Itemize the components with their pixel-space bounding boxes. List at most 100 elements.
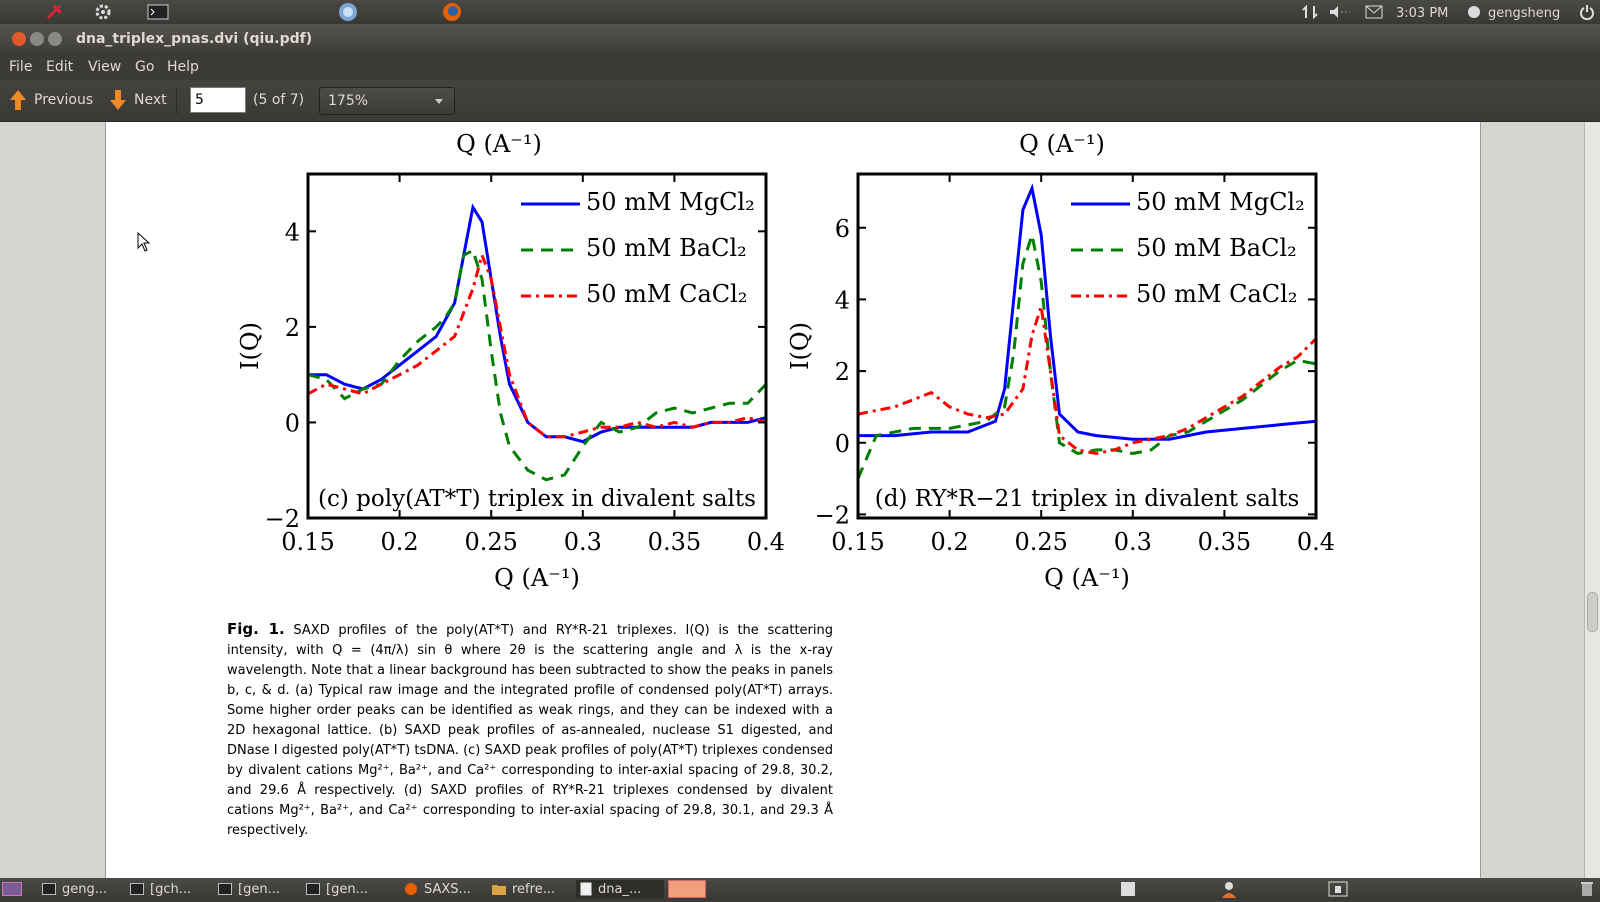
y-tick-label: 0 <box>835 430 850 458</box>
user-name[interactable]: gengsheng <box>1488 5 1561 21</box>
task-document-viewer[interactable]: dna_... <box>576 880 664 898</box>
terminal-icon <box>130 883 144 895</box>
y-axis-label: I(Q) <box>236 322 264 370</box>
document-view[interactable]: Q (A⁻¹) Q (A⁻¹) 0.15 0.2 0.25 0.3 0.35 0.4 −2 0… <box>0 122 1584 878</box>
x-tick-label: 0.3 <box>1114 528 1152 556</box>
x-axis-label: Q (A⁻¹) <box>494 564 580 592</box>
task-folder[interactable]: refre... <box>488 880 555 898</box>
clock[interactable]: 3:03 PM <box>1396 5 1449 21</box>
panel-annotation: (c) poly(AT*T) triplex in divalent salts <box>318 486 756 512</box>
figure-svg: Q (A⁻¹) Q (A⁻¹) 0.15 0.2 0.25 0.3 0.35 0.4−20… <box>236 130 1335 592</box>
series-line-2 <box>307 250 767 439</box>
task-terminal-2[interactable]: [gch... <box>126 880 191 898</box>
notes-icon[interactable] <box>1120 881 1138 901</box>
user-status-icon[interactable] <box>1220 880 1238 902</box>
mail-icon[interactable] <box>1364 3 1384 21</box>
previous-label: Previous <box>34 92 94 108</box>
x-tick-label: 0.25 <box>464 528 517 556</box>
browser-icon[interactable] <box>336 3 360 21</box>
user-icon <box>1466 3 1482 21</box>
settings-gear-icon[interactable] <box>92 3 114 21</box>
system-tools-icon[interactable] <box>44 3 66 21</box>
series-line-1 <box>856 234 1317 480</box>
toolbar: Previous Next (5 of 7) 175% <box>0 80 1600 122</box>
zoom-value: 175% <box>328 93 369 109</box>
x-tick-label: 0.15 <box>281 528 334 556</box>
figure-caption: Fig. 1. SAXD profiles of the poly(AT*T) … <box>227 619 833 841</box>
mouse-pointer-icon <box>137 232 151 252</box>
arrow-down-icon <box>110 90 126 110</box>
x-tick-label: 0.35 <box>648 528 701 556</box>
network-icon[interactable] <box>1300 3 1320 21</box>
next-label: Next <box>134 92 167 108</box>
menu-view[interactable]: View <box>88 59 122 75</box>
zoom-select[interactable]: 175% <box>319 87 455 115</box>
legend-entry: 50 mM CaCl₂ <box>586 280 747 308</box>
legend-entry: 50 mM BaCl₂ <box>1136 234 1297 262</box>
terminal-icon <box>306 883 320 895</box>
menu-help[interactable]: Help <box>167 59 199 75</box>
vertical-scrollbar[interactable] <box>1584 122 1600 878</box>
trash-icon[interactable] <box>1580 881 1594 901</box>
volume-icon[interactable] <box>1328 3 1352 21</box>
y-tick-label: 4 <box>835 286 850 314</box>
minimize-window-button[interactable] <box>30 32 44 46</box>
y-tick-label: 0 <box>285 409 300 437</box>
legend-entry: 50 mM CaCl₂ <box>1136 280 1297 308</box>
y-tick-label: −2 <box>815 501 850 529</box>
x-tick-label: 0.4 <box>747 528 785 556</box>
x-tick-label: 0.35 <box>1198 528 1251 556</box>
task-terminal-3[interactable]: [gen... <box>214 880 280 898</box>
page-number-input[interactable] <box>190 87 246 113</box>
y-tick-label: −2 <box>265 505 300 533</box>
y-tick-label: 4 <box>285 218 300 246</box>
maximize-window-button[interactable] <box>48 32 62 46</box>
terminal-icon <box>42 883 56 895</box>
menu-go[interactable]: Go <box>135 59 155 75</box>
terminal-icon <box>218 883 232 895</box>
menu-bar: File Edit View Go Help <box>0 54 1600 80</box>
terminal-icon[interactable] <box>146 3 170 21</box>
page-count: (5 of 7) <box>253 92 305 108</box>
x-tick-label: 0.25 <box>1014 528 1067 556</box>
scrollbar-thumb[interactable] <box>1587 592 1598 632</box>
window-titlebar: dna_triplex_pnas.dvi (qiu.pdf) <box>0 24 1600 54</box>
show-desktop-icon[interactable] <box>2 882 22 896</box>
x-tick-label: 0.4 <box>1297 528 1335 556</box>
top-xlabel-right: Q (A⁻¹) <box>1019 130 1105 158</box>
panel-annotation: (d) RY*R−21 triplex in divalent salts <box>875 486 1300 512</box>
chart-panel-d: 0.15 0.2 0.25 0.3 0.35 0.4 −2 0 2 4 6 Q (A⁻¹) I(Q) 50… <box>786 172 1335 592</box>
series-line-1 <box>307 248 768 482</box>
top-xlabel-left: Q (A⁻¹) <box>456 130 542 158</box>
power-icon[interactable] <box>1578 3 1596 21</box>
x-tick-label: 0.15 <box>831 528 884 556</box>
task-firefox[interactable]: SAXS... <box>400 880 471 898</box>
series-line-0 <box>858 183 1317 441</box>
close-window-button[interactable] <box>12 32 26 46</box>
plot-frame <box>306 172 768 520</box>
menu-file[interactable]: File <box>9 59 33 75</box>
x-tick-label: 0.2 <box>381 528 419 556</box>
pdf-page: Q (A⁻¹) Q (A⁻¹) 0.15 0.2 0.25 0.3 0.35 0.4 −2 0… <box>105 122 1481 878</box>
document-icon <box>580 882 592 896</box>
chart-panel-c: 0.15 0.2 0.25 0.3 0.35 0.4 −2 0 2 4 Q (A⁻¹) I(Q) 50 … <box>236 172 785 592</box>
task-terminal-4[interactable]: [gen... <box>302 880 368 898</box>
next-button[interactable]: Next <box>108 88 167 112</box>
x-tick-label: 0.2 <box>931 528 969 556</box>
plot-frame <box>856 172 1318 520</box>
legend-entry: 50 mM BaCl₂ <box>586 234 747 262</box>
window-title: dna_triplex_pnas.dvi (qiu.pdf) <box>76 31 313 47</box>
menu-edit[interactable]: Edit <box>46 59 74 75</box>
workspace-switcher[interactable] <box>668 880 706 898</box>
bottom-taskbar: geng... [gch... [gen... [gen... SAXS... … <box>0 878 1600 900</box>
top-panel: 3:03 PM gengsheng <box>0 0 1600 24</box>
lock-icon[interactable] <box>1328 881 1348 901</box>
caption-fig-label: Fig. 1. <box>227 620 285 638</box>
task-terminal-1[interactable]: geng... <box>38 880 107 898</box>
series-line-2 <box>857 306 1318 456</box>
firefox-icon[interactable] <box>440 3 464 21</box>
y-tick-label: 2 <box>835 358 850 386</box>
x-tick-label: 0.3 <box>564 528 602 556</box>
previous-button[interactable]: Previous <box>8 88 93 112</box>
caption-text: SAXD profiles of the poly(AT*T) and RY*R… <box>227 623 833 838</box>
